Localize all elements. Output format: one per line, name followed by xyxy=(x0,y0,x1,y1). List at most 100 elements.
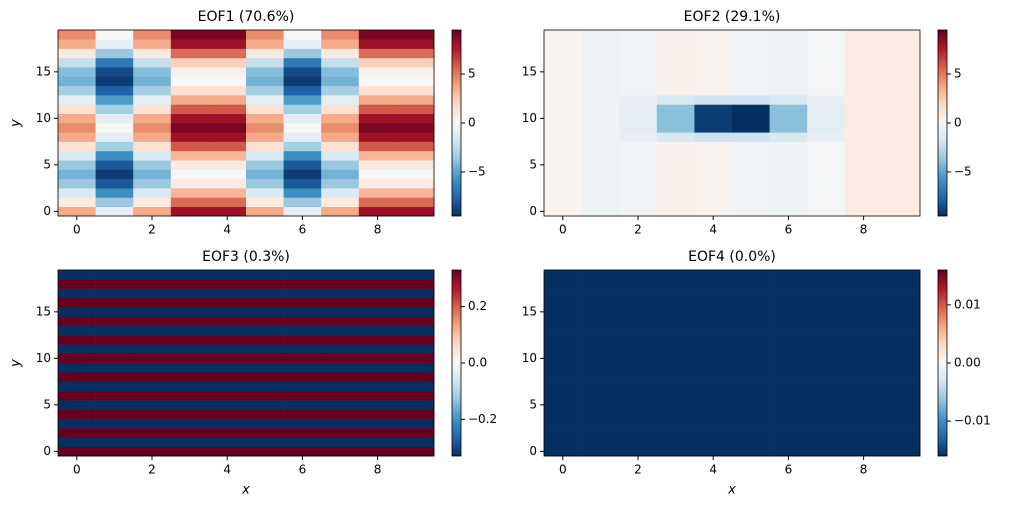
heatmap-cell xyxy=(246,169,284,180)
heatmap-cell xyxy=(95,270,134,280)
heatmap-cell xyxy=(208,178,247,189)
heatmap-cell xyxy=(581,57,620,68)
heatmap-cell xyxy=(283,113,322,124)
heatmap-cell xyxy=(694,316,733,327)
heatmap-cell xyxy=(133,279,172,289)
heatmap-cell xyxy=(769,446,808,457)
panel-title: EOF4 (0.0%) xyxy=(688,249,776,265)
heatmap-cell xyxy=(246,104,284,114)
heatmap-cell xyxy=(882,188,921,198)
y-tick-label: 5 xyxy=(529,157,537,171)
heatmap-cell xyxy=(58,428,96,438)
heatmap-cell xyxy=(844,279,883,289)
heatmap-cell xyxy=(95,104,134,114)
heatmap-cell xyxy=(544,113,582,124)
heatmap-cell xyxy=(246,363,284,373)
heatmap-cell xyxy=(95,57,134,68)
heatmap-cell xyxy=(769,113,808,124)
heatmap-cell xyxy=(358,446,397,457)
heatmap-cell xyxy=(133,85,172,96)
heatmap-cell xyxy=(246,270,284,280)
heatmap-cell xyxy=(656,123,695,133)
heatmap-cell xyxy=(321,279,360,289)
heatmap-cell xyxy=(396,150,435,161)
heatmap-cell xyxy=(769,372,808,382)
heatmap-cell xyxy=(544,197,582,207)
heatmap-cell xyxy=(58,113,96,124)
heatmap-cell xyxy=(656,39,695,49)
heatmap-cell xyxy=(133,67,172,77)
heatmap-cell xyxy=(844,76,883,87)
heatmap-cell xyxy=(732,76,770,87)
heatmap-cell xyxy=(246,409,284,420)
heatmap-cell xyxy=(844,446,883,457)
heatmap-cell xyxy=(396,270,435,280)
heatmap-cell xyxy=(732,95,770,105)
heatmap-cell xyxy=(581,39,620,49)
heatmap-cell xyxy=(844,381,883,392)
colorbar-tick-label: −5 xyxy=(954,164,972,178)
heatmap-cell xyxy=(170,178,209,189)
heatmap-cell xyxy=(396,344,435,354)
heatmap-cell xyxy=(133,30,172,40)
heatmap-cell xyxy=(170,270,209,280)
heatmap-cell xyxy=(358,150,397,161)
heatmap-cell xyxy=(619,446,658,457)
heatmap-cell xyxy=(208,104,247,114)
x-tick-label: 6 xyxy=(785,463,793,477)
heatmap-cell xyxy=(321,288,360,299)
heatmap-cell xyxy=(769,418,808,429)
heatmap-cell xyxy=(581,104,620,114)
heatmap-cell xyxy=(807,363,846,373)
heatmap-cell xyxy=(807,160,846,170)
heatmap-cell xyxy=(882,335,921,345)
heatmap-cell xyxy=(581,123,620,133)
heatmap-cell xyxy=(732,381,770,392)
heatmap-cell xyxy=(544,178,582,189)
heatmap-cell xyxy=(321,390,360,401)
heatmap-cell xyxy=(283,178,322,189)
heatmap-cell xyxy=(246,307,284,317)
heatmap-cell xyxy=(732,178,770,189)
heatmap-cell xyxy=(844,169,883,180)
heatmap-cell xyxy=(321,141,360,152)
heatmap-cell xyxy=(246,123,284,133)
heatmap-cell xyxy=(807,297,846,308)
y-tick-label: 5 xyxy=(529,397,537,411)
heatmap-cell xyxy=(58,372,96,382)
heatmap-cell xyxy=(694,206,733,217)
heatmap-cell xyxy=(544,188,582,198)
heatmap-cell xyxy=(58,307,96,317)
heatmap-cell xyxy=(170,437,209,447)
heatmap-cell xyxy=(769,428,808,438)
heatmap-cell xyxy=(170,372,209,382)
heatmap-cell xyxy=(321,372,360,382)
heatmap-cell xyxy=(732,188,770,198)
heatmap-cell xyxy=(807,316,846,327)
heatmap-cell xyxy=(133,188,172,198)
panel-title: EOF2 (29.1%) xyxy=(684,9,781,25)
heatmap-cell xyxy=(170,150,209,161)
heatmap-cell xyxy=(133,446,172,457)
heatmap-cell xyxy=(358,428,397,438)
heatmap-cell xyxy=(694,76,733,87)
heatmap-cell xyxy=(769,297,808,308)
heatmap-cell xyxy=(732,279,770,289)
heatmap-cell xyxy=(133,325,172,336)
heatmap-cell xyxy=(358,353,397,364)
heatmap-cell xyxy=(581,437,620,447)
heatmap-cell xyxy=(619,325,658,336)
heatmap-cell xyxy=(882,316,921,327)
heatmap-cell xyxy=(656,57,695,68)
heatmap-cell xyxy=(656,95,695,105)
x-tick-label: 6 xyxy=(299,463,307,477)
heatmap-cell xyxy=(95,48,134,59)
heatmap-cell xyxy=(396,76,435,87)
heatmap-cell xyxy=(283,428,322,438)
heatmap-cell xyxy=(732,297,770,308)
heatmap-cell xyxy=(732,363,770,373)
heatmap-cell xyxy=(396,188,435,198)
heatmap-cell xyxy=(581,372,620,382)
heatmap-cell xyxy=(133,316,172,327)
heatmap-cell xyxy=(208,372,247,382)
